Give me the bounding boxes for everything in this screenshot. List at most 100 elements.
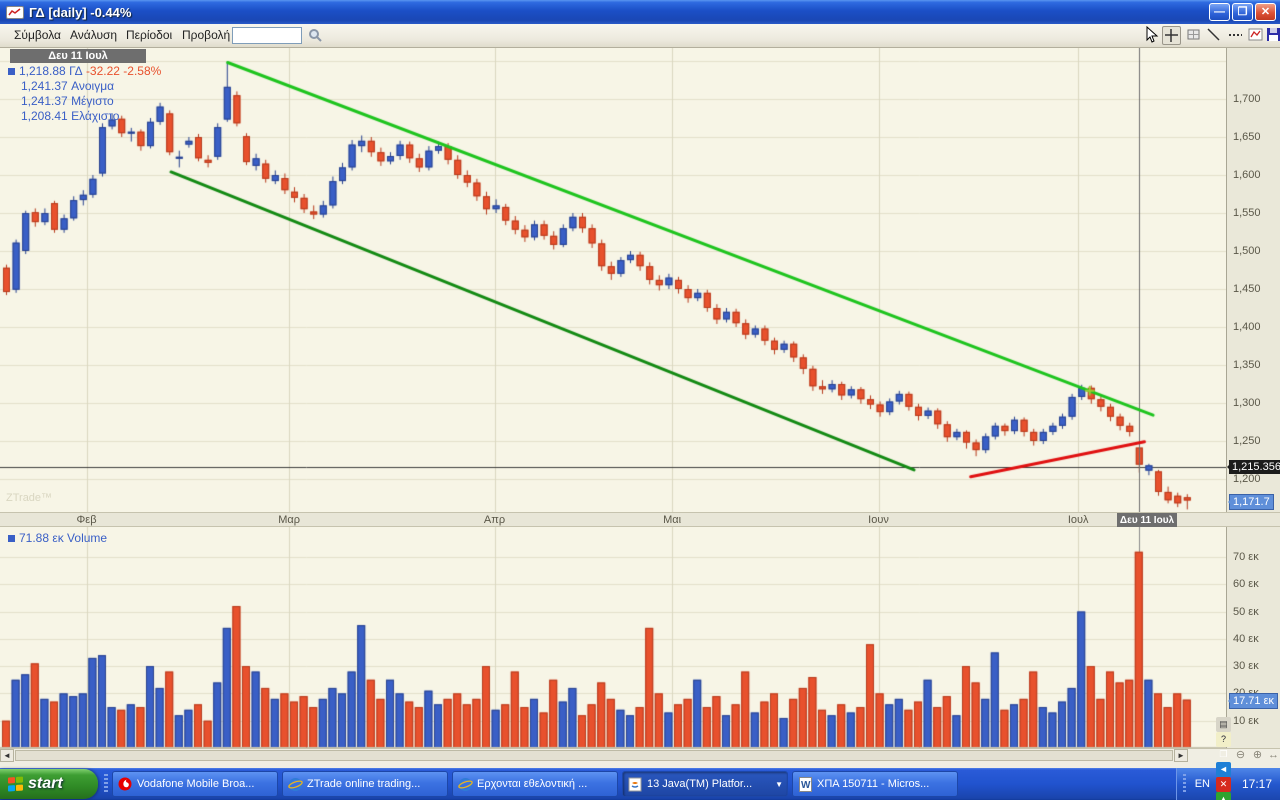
crosshair-tool[interactable] <box>1162 26 1181 45</box>
scrollbar-thumb[interactable] <box>15 750 1173 761</box>
quick-launch-separator <box>104 774 108 794</box>
title-bar: ΓΔ [daily] -0.44% — ❐ ✕ <box>0 0 1280 24</box>
volume-series-marker <box>8 535 15 542</box>
scroll-left-arrow[interactable]: ◄ <box>0 749 14 762</box>
volume-legend: 71.88 εκ Volume <box>8 530 107 545</box>
media-back-icon[interactable]: ◄ <box>1215 761 1231 777</box>
help-icon: ? <box>1215 731 1231 747</box>
volume-tick: 30 εκ <box>1233 660 1259 673</box>
month-label-Μαι: Μαι <box>663 514 682 526</box>
system-tray: EN ▤?❐◄✕▲B●➤ 17:17 <box>1175 716 1280 800</box>
legend-high-label: Μέγιστο <box>71 94 114 108</box>
task-label: ΧΠΑ 150711 - Micros... <box>817 778 930 790</box>
volume-tick: 70 εκ <box>1233 550 1259 563</box>
volume-tick: 10 εκ <box>1233 714 1259 727</box>
app-chart-icon <box>6 5 24 19</box>
task-button-5[interactable]: W ΧΠΑ 150711 - Micros... <box>792 771 958 797</box>
windows-logo-icon <box>8 776 24 792</box>
price-tick: 1,200 <box>1233 473 1261 485</box>
group-arrow-icon[interactable]: ▼ <box>775 779 783 789</box>
price-tick: 1,600 <box>1233 169 1261 181</box>
ie-icon <box>287 776 303 792</box>
horizontal-fit-button[interactable]: ↔ <box>1268 749 1279 761</box>
status-strip <box>0 762 1280 768</box>
language-indicator[interactable]: EN <box>1194 778 1210 790</box>
window-title: ΓΔ [daily] -0.44% <box>29 4 132 20</box>
month-label-Μαρ: Μαρ <box>278 514 300 526</box>
vodafone-icon <box>117 776 133 792</box>
series-marker <box>8 68 15 75</box>
price-tick: 1,500 <box>1233 245 1261 257</box>
green-app-icon[interactable]: ▲ <box>1215 791 1231 800</box>
legend-open-label: Ανοιγμα <box>71 79 115 93</box>
mouse-cursor <box>1146 25 1160 49</box>
price-tick: 1,450 <box>1233 283 1261 295</box>
menu-item-2[interactable]: Ανάλυση <box>70 28 118 42</box>
volume-tick: 50 εκ <box>1233 605 1259 618</box>
menu-item-3[interactable]: Περίοδοι <box>126 28 173 42</box>
legend-low-label: Ελάχιστο <box>71 109 120 123</box>
chart-scrollbar: ◄ ► ⊖ ⊕ ↔ <box>0 748 1280 762</box>
price-tick: 1,550 <box>1233 207 1261 219</box>
save-tool[interactable] <box>1264 26 1280 45</box>
grid-tool[interactable] <box>1184 26 1203 45</box>
crosshair-price-label: 1,215.356 <box>1227 460 1280 475</box>
legend-date: Δευ 11 Ιουλ <box>10 49 146 63</box>
close-button[interactable]: ✕ <box>1255 3 1276 21</box>
legend-change: -32.22 -2.58% <box>85 64 162 78</box>
minimize-button[interactable]: — <box>1209 3 1230 21</box>
month-label-Απρ: Απρ <box>483 514 506 526</box>
price-tick: 1,400 <box>1233 321 1261 333</box>
volume-legend-text: 71.88 εκ Volume <box>19 531 108 545</box>
menu-item-1[interactable]: Σύμβολα <box>14 28 61 42</box>
price-tick: 1,700 <box>1233 93 1261 105</box>
volume-chart[interactable] <box>0 527 1226 748</box>
task-button-2[interactable]: ZTrade online trading... <box>282 771 448 797</box>
month-label-Φεβ: Φεβ <box>76 514 97 526</box>
legend-symbol: ΓΔ <box>69 64 83 78</box>
legend-high-value: 1,241.37 <box>21 94 68 108</box>
taskbar: start Vodafone Mobile Broa... ZTrade onli… <box>0 716 1280 800</box>
search-icon[interactable] <box>308 28 323 48</box>
restore-button[interactable]: ❐ <box>1232 3 1253 21</box>
display-icon[interactable]: ❐ <box>1216 747 1231 762</box>
legend-low-value: 1,208.41 <box>21 109 68 123</box>
java-icon <box>627 776 643 792</box>
red-app-icon[interactable]: ✕ <box>1215 776 1231 792</box>
chart-tool[interactable] <box>1246 26 1265 45</box>
selected-date-box: Δευ 11 Ιουλ <box>1117 513 1177 528</box>
display-icon: ❐ <box>1219 748 1228 759</box>
help-icon[interactable]: ? <box>1215 731 1231 747</box>
start-button[interactable]: start <box>0 769 98 799</box>
symbol-search-input[interactable] <box>232 27 302 44</box>
price-axis: 1,700 1,650 1,600 1,550 1,500 1,450 1,400 1,350… <box>1226 48 1280 512</box>
task-label: Vodafone Mobile Broa... <box>137 778 255 790</box>
scroll-right-arrow[interactable]: ► <box>1174 749 1188 762</box>
menu-item-4[interactable]: Προβολή <box>182 28 231 42</box>
task-button-3[interactable]: Ερχονται εθελοντική ... <box>452 771 618 797</box>
trendline-tool[interactable] <box>1204 26 1223 45</box>
task-button-1[interactable]: Vodafone Mobile Broa... <box>112 771 278 797</box>
media-back-icon: ◄ <box>1215 761 1231 777</box>
keyboard-icon: ▤ <box>1215 716 1231 732</box>
legend-open-value: 1,241.37 <box>21 79 68 93</box>
last-price-label: 1,171.7 <box>1228 493 1274 510</box>
month-label-Ιουλ: Ιουλ <box>1067 514 1089 526</box>
candlestick-chart[interactable] <box>0 48 1226 512</box>
ztrade-watermark: ZTrade™ <box>6 492 53 504</box>
price-tick: 1,300 <box>1233 397 1261 409</box>
dotted-line-tool[interactable] <box>1226 26 1245 45</box>
ie-icon <box>457 776 473 792</box>
task-label: Ερχονται εθελοντική ... <box>477 778 588 790</box>
task-button-4[interactable]: 13 Java(TM) Platfor... ▼ <box>622 771 788 797</box>
green-app-icon: ▲ <box>1215 791 1231 800</box>
legend-price: 1,218.88 <box>19 64 66 78</box>
taskbar-clock: 17:17 <box>1241 777 1272 791</box>
word-icon: W <box>797 776 813 792</box>
zoom-out-button[interactable]: ⊖ <box>1235 749 1246 761</box>
keyboard-icon[interactable]: ▤ <box>1215 716 1231 732</box>
zoom-in-button[interactable]: ⊕ <box>1252 749 1263 761</box>
